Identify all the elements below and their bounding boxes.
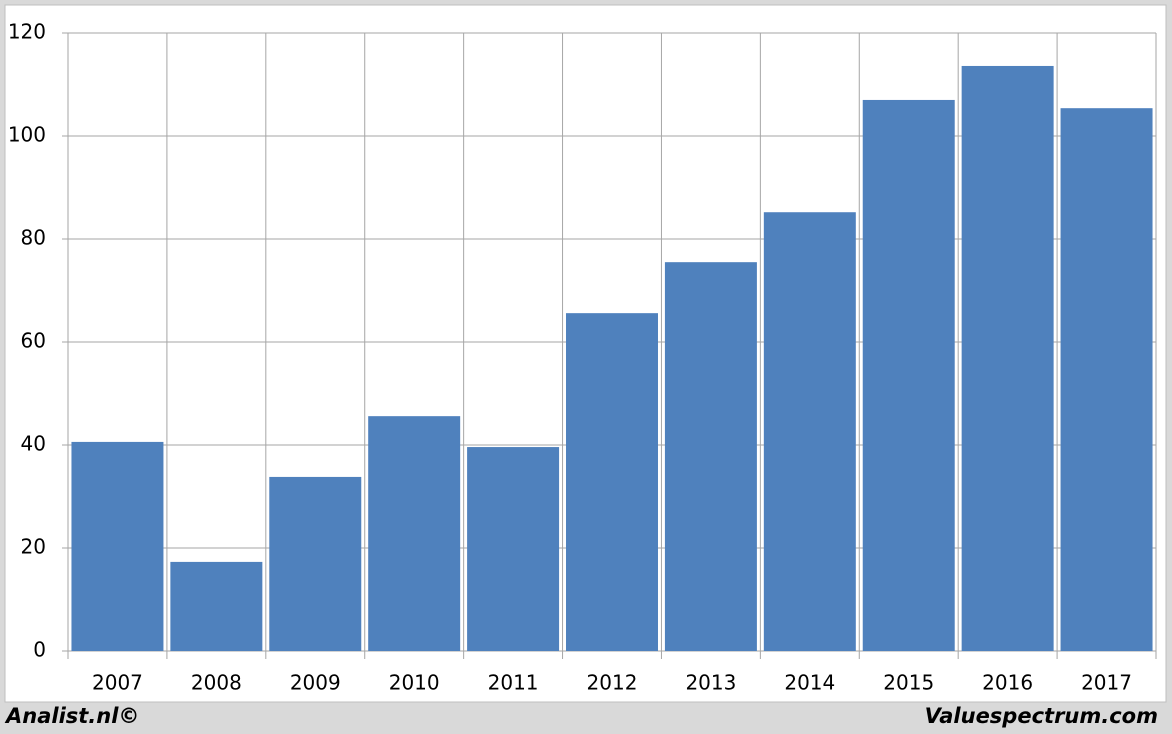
x-tick-label: 2009 [290,671,341,695]
bar [269,476,362,651]
y-tick-label: 100 [8,123,46,147]
x-tick-label: 2011 [488,671,539,695]
bar [467,447,560,651]
bar [566,313,658,651]
bar [763,212,856,651]
bar [862,99,955,651]
y-tick-label: 60 [21,329,46,353]
x-tick-label: 2017 [1081,671,1132,695]
x-tick-label: 2010 [389,671,440,695]
bar [368,416,461,651]
bar [71,441,164,651]
footer-left: Analist.nl© [4,704,139,728]
x-tick-label: 2012 [587,671,638,695]
y-tick-label: 80 [21,226,46,250]
x-tick-label: 2008 [191,671,242,695]
y-tick-label: 40 [21,432,46,456]
bar [1060,108,1153,651]
x-tick-label: 2015 [883,671,934,695]
y-tick-label: 120 [8,20,46,44]
x-tick-label: 2007 [92,671,143,695]
bar [170,561,263,651]
x-tick-label: 2014 [784,671,835,695]
y-tick-label: 0 [33,638,46,662]
bar [664,262,757,651]
bar [961,65,1054,651]
footer-right: Valuespectrum.com [925,704,1158,728]
x-tick-label: 2013 [685,671,736,695]
y-tick-label: 20 [21,535,46,559]
x-tick-label: 2016 [982,671,1033,695]
